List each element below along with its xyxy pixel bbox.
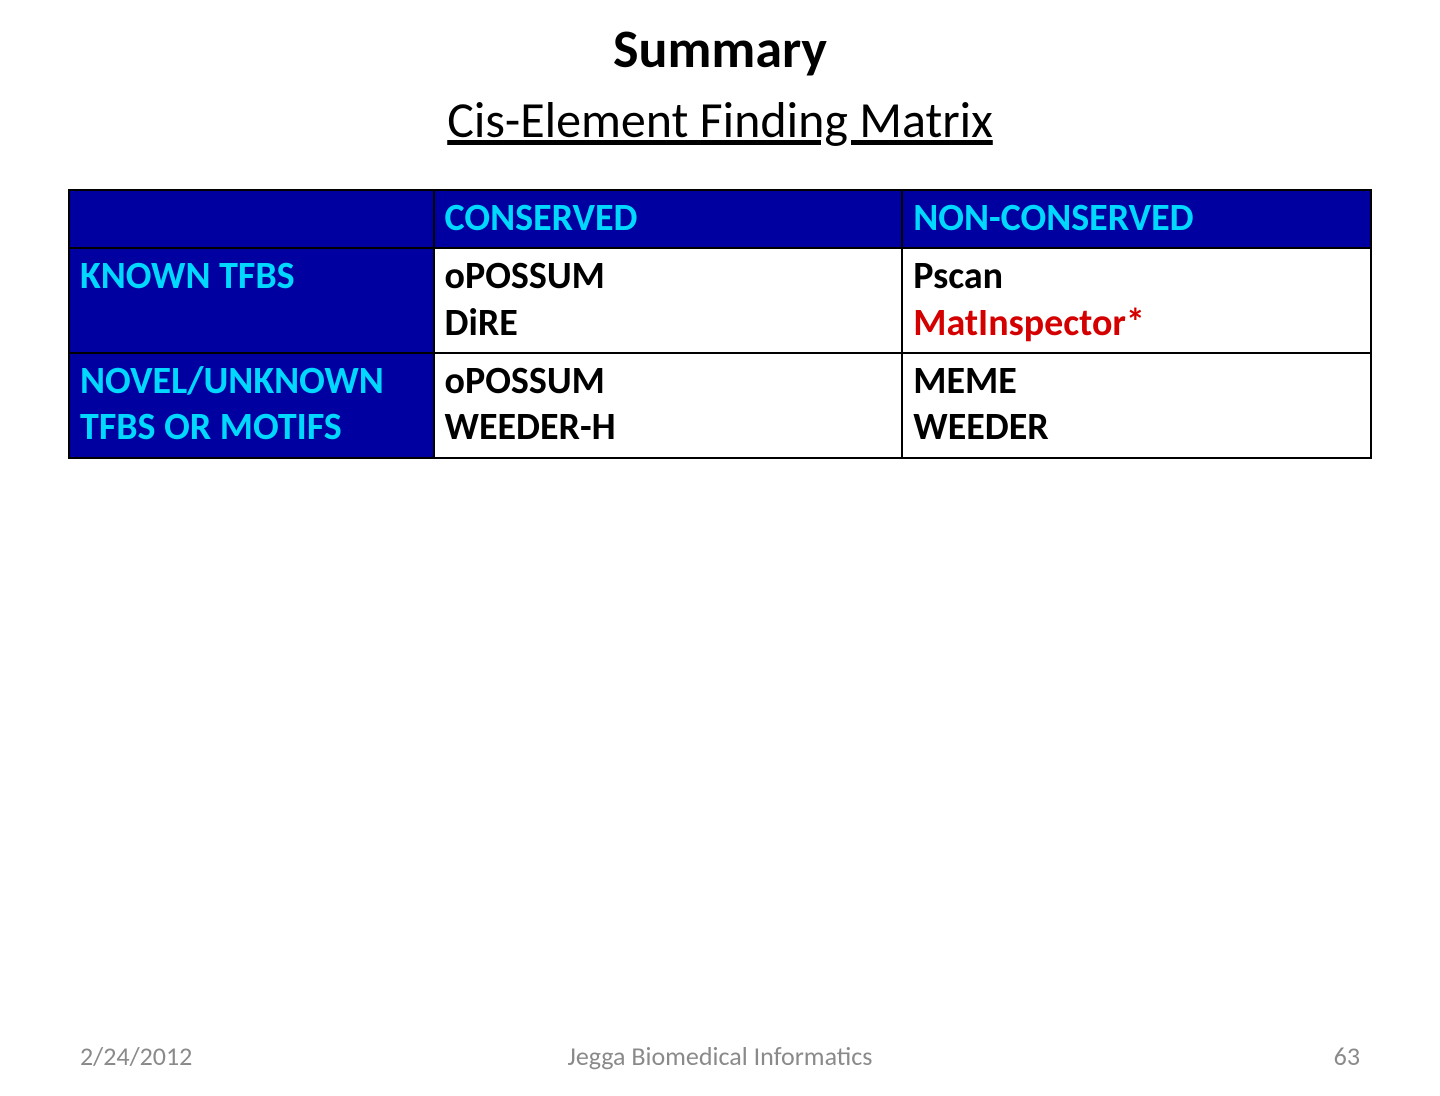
cell-text: WEEDER <box>913 404 1048 450</box>
footer-center: Jegga Biomedical Informatics <box>0 1040 1440 1072</box>
cell-text: oPOSSUM <box>445 358 605 404</box>
cell-text: Pscan <box>913 253 1003 299</box>
cell-text: NOVEL/UNKNOWN <box>80 358 384 404</box>
cell-novel-conserved: oPOSSUM WEEDER-H <box>434 353 903 458</box>
footer-page-number: 63 <box>1334 1040 1360 1072</box>
cell-novel-nonconserved: MEME WEEDER <box>902 353 1371 458</box>
cell-text: MEME <box>913 358 1017 404</box>
header-nonconserved: NON-CONSERVED <box>902 190 1371 248</box>
slide: Summary Cis-Element Finding Matrix CONSE… <box>0 16 1440 1096</box>
cell-text: oPOSSUM <box>445 253 605 299</box>
slide-footer: 2/24/2012 Jegga Biomedical Informatics 6… <box>0 1040 1440 1072</box>
matrix-table: CONSERVED NON-CONSERVED KNOWN TFBS oPOSS… <box>68 189 1372 459</box>
footer-date: 2/24/2012 <box>80 1040 192 1072</box>
table-header-row: CONSERVED NON-CONSERVED <box>69 190 1371 248</box>
cell-known-conserved: oPOSSUM DiRE <box>434 248 903 353</box>
row-label-novel-unknown: NOVEL/UNKNOWN TFBS OR MOTIFS <box>69 353 434 458</box>
header-blank-cell <box>69 190 434 248</box>
cell-text: TFBS OR MOTIFS <box>80 404 342 450</box>
slide-subtitle: Cis-Element Finding Matrix <box>0 90 1440 151</box>
header-conserved: CONSERVED <box>434 190 903 248</box>
matrix-table-wrap: CONSERVED NON-CONSERVED KNOWN TFBS oPOSS… <box>68 189 1372 459</box>
row-label-known-tfbs: KNOWN TFBS <box>69 248 434 353</box>
cell-text: WEEDER-H <box>445 404 616 450</box>
table-row: KNOWN TFBS oPOSSUM DiRE Pscan MatInspect… <box>69 248 1371 353</box>
cell-text: DiRE <box>445 300 518 346</box>
slide-title: Summary <box>0 16 1440 82</box>
cell-text-matinspector: MatInspector* <box>913 300 1145 346</box>
cell-known-nonconserved: Pscan MatInspector* <box>902 248 1371 353</box>
table-row: NOVEL/UNKNOWN TFBS OR MOTIFS oPOSSUM WEE… <box>69 353 1371 458</box>
